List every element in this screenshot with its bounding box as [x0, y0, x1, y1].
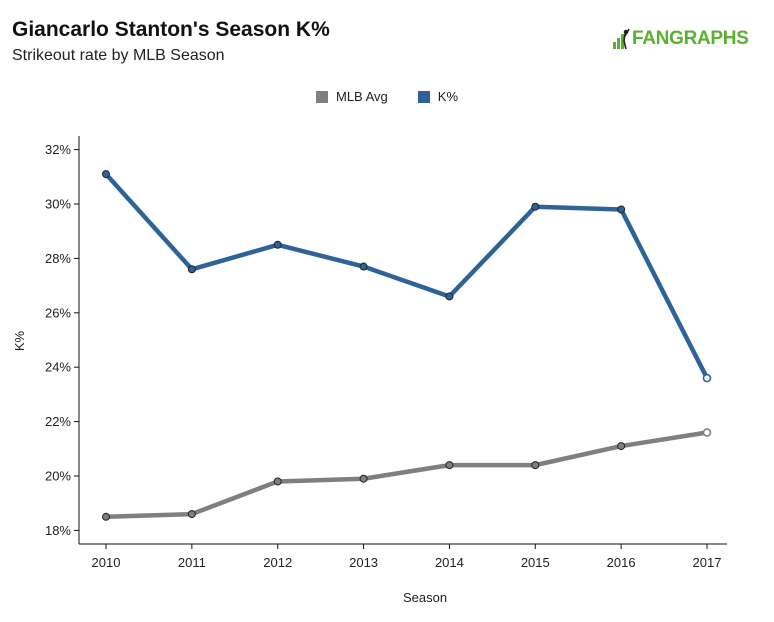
series-line-k-pct — [103, 171, 710, 381]
data-point-k-pct[interactable] — [102, 170, 110, 179]
series-k-pct — [102, 170, 712, 383]
data-point-mlb-avg[interactable] — [531, 461, 540, 470]
series-mlb-avg — [102, 428, 712, 521]
data-point-k-pct[interactable] — [359, 262, 368, 271]
y-tick-label: 24% — [45, 360, 71, 375]
series-line-mlb-avg — [103, 430, 710, 520]
legend: MLB Avg K% — [0, 89, 774, 104]
legend-swatch-k-pct — [417, 90, 430, 103]
x-tick-label: 2010 — [92, 555, 121, 570]
y-tick-label: 22% — [45, 414, 71, 429]
y-axis-title: K% — [12, 330, 27, 351]
x-tick-label: 2012 — [263, 555, 292, 570]
y-tick-label: 32% — [45, 142, 71, 157]
y-tick-label: 30% — [45, 197, 71, 212]
x-tick-label: 2014 — [435, 555, 464, 570]
x-tick-label: 2011 — [178, 555, 206, 570]
x-tick-label: 2016 — [607, 555, 636, 570]
data-point-mlb-avg[interactable] — [187, 510, 196, 519]
y-tick-label: 26% — [45, 305, 71, 320]
y-tick-label: 28% — [45, 251, 71, 266]
chart-title: Giancarlo Stanton's Season K% — [12, 18, 330, 41]
data-point-mlb-avg[interactable] — [702, 428, 712, 437]
data-point-k-pct[interactable] — [445, 292, 454, 301]
x-tick-label: 2015 — [521, 555, 550, 570]
logo-text: FANGRAPHS — [632, 28, 749, 49]
fangraphs-logo[interactable]: FANGRAPHS — [612, 28, 749, 50]
data-point-mlb-avg[interactable] — [617, 442, 626, 451]
data-point-k-pct[interactable] — [273, 240, 282, 249]
data-point-mlb-avg[interactable] — [273, 477, 282, 486]
legend-item-mlb-avg[interactable]: MLB Avg — [315, 89, 388, 104]
data-point-mlb-avg[interactable] — [359, 474, 368, 483]
y-tick-label: 20% — [45, 469, 71, 484]
legend-label-mlb-avg: MLB Avg — [335, 89, 388, 104]
legend-label-k-pct: K% — [437, 89, 459, 104]
x-axis-title: Season — [403, 590, 447, 605]
x-tick-label: 2017 — [693, 555, 722, 570]
y-tick-label: 18% — [45, 523, 71, 538]
x-tick-label: 2013 — [349, 555, 378, 570]
data-point-k-pct[interactable] — [531, 202, 540, 211]
data-point-mlb-avg[interactable] — [102, 512, 110, 521]
axes: 18% 20% 22% 24% 26% 28% 30% 32% 2010 2011 2012 2013… — [45, 136, 727, 570]
data-point-k-pct[interactable] — [617, 205, 626, 214]
fangraphs-batter-icon — [613, 28, 630, 50]
chart-subtitle: Strikeout rate by MLB Season — [12, 47, 225, 64]
data-point-k-pct[interactable] — [702, 373, 712, 383]
legend-swatch-mlb-avg — [315, 90, 328, 103]
data-point-k-pct[interactable] — [187, 265, 196, 274]
series-layer — [102, 170, 712, 521]
data-point-mlb-avg[interactable] — [445, 461, 454, 470]
legend-item-k-pct[interactable]: K% — [417, 89, 459, 104]
